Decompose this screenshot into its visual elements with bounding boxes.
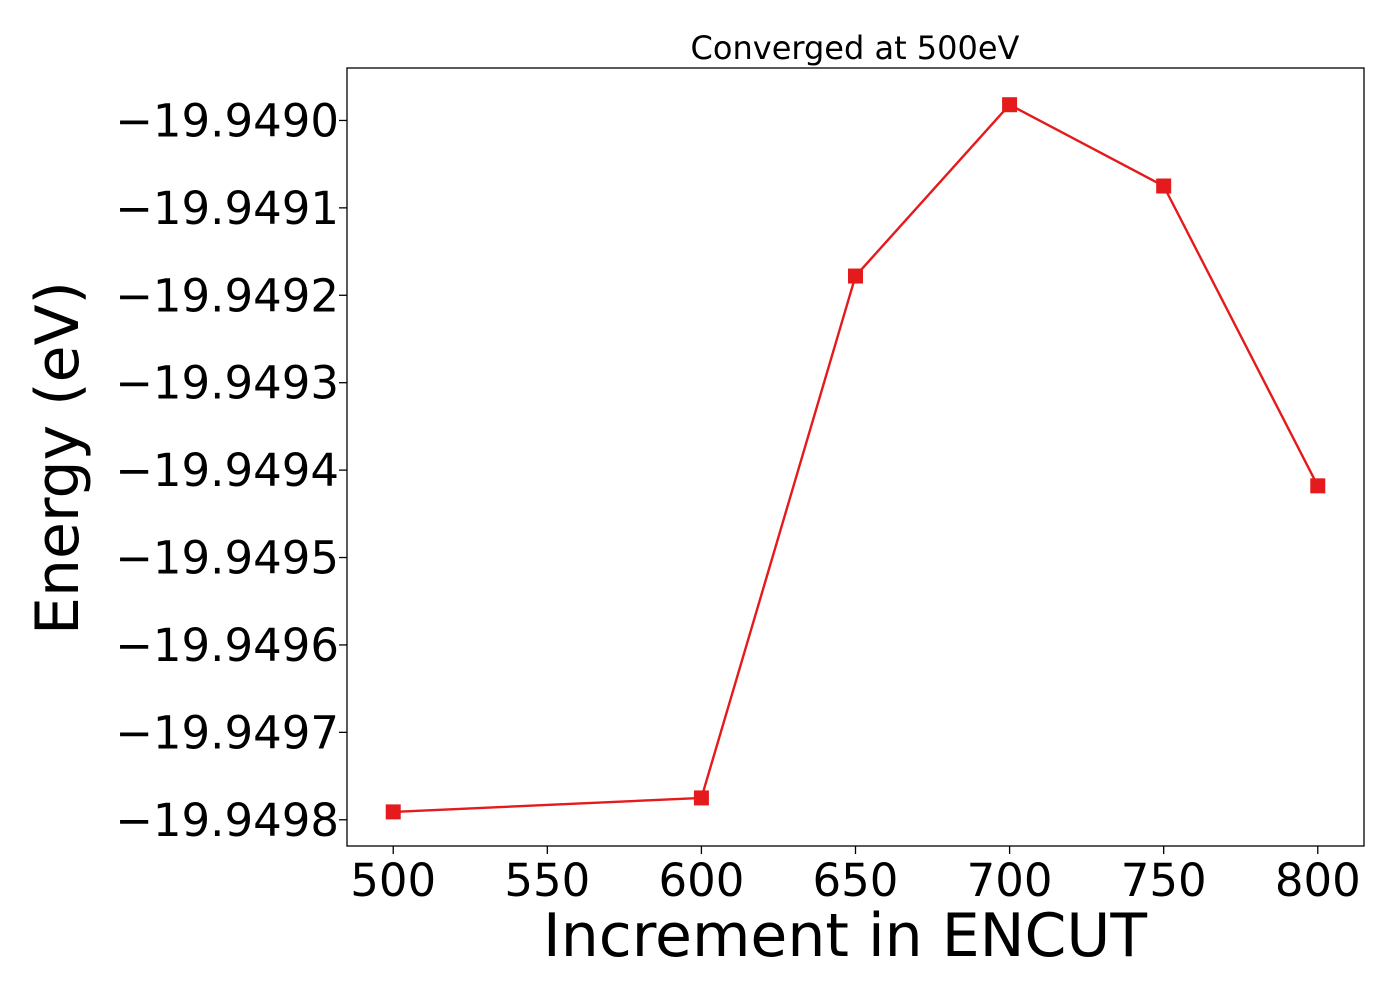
y-tick-label: −19.9498	[115, 794, 339, 847]
chart-title: Converged at 500eV	[691, 29, 1020, 67]
x-tick-label: 500	[350, 854, 436, 907]
x-tick-label: 650	[813, 854, 899, 907]
x-tick-label: 800	[1275, 854, 1361, 907]
data-point-marker	[1156, 178, 1172, 194]
data-point-marker	[693, 790, 709, 806]
x-tick-label: 600	[658, 854, 744, 907]
data-point-marker	[1002, 97, 1018, 113]
y-tick-label: −19.9495	[115, 532, 339, 585]
x-axis-ticks: 500 550 600 650 700 750 800	[350, 846, 1361, 907]
x-tick-label: 750	[1121, 854, 1207, 907]
series-layer	[385, 97, 1326, 820]
y-tick-label: −19.9491	[115, 182, 339, 235]
x-axis-label: Increment in ENCUT	[543, 901, 1147, 971]
y-tick-label: −19.9493	[115, 357, 339, 410]
y-axis-label: Energy (eV)	[23, 281, 93, 635]
data-point-marker	[848, 268, 863, 284]
y-tick-label: −19.9492	[115, 269, 339, 322]
y-tick-label: −19.9497	[115, 706, 339, 759]
data-point-marker	[1310, 478, 1326, 494]
y-tick-label: −19.9490	[115, 94, 339, 147]
x-tick-label: 700	[967, 854, 1053, 907]
y-tick-label: −19.9494	[115, 444, 339, 497]
series-line	[392, 103, 1319, 814]
data-point-marker	[385, 804, 401, 820]
y-axis-ticks: −19.9490 −19.9491 −19.9492 −19.9493 −19.9494…	[115, 94, 347, 847]
x-tick-label: 550	[504, 854, 590, 907]
plot-frame	[346, 67, 1365, 847]
y-tick-label: −19.9496	[115, 619, 339, 672]
